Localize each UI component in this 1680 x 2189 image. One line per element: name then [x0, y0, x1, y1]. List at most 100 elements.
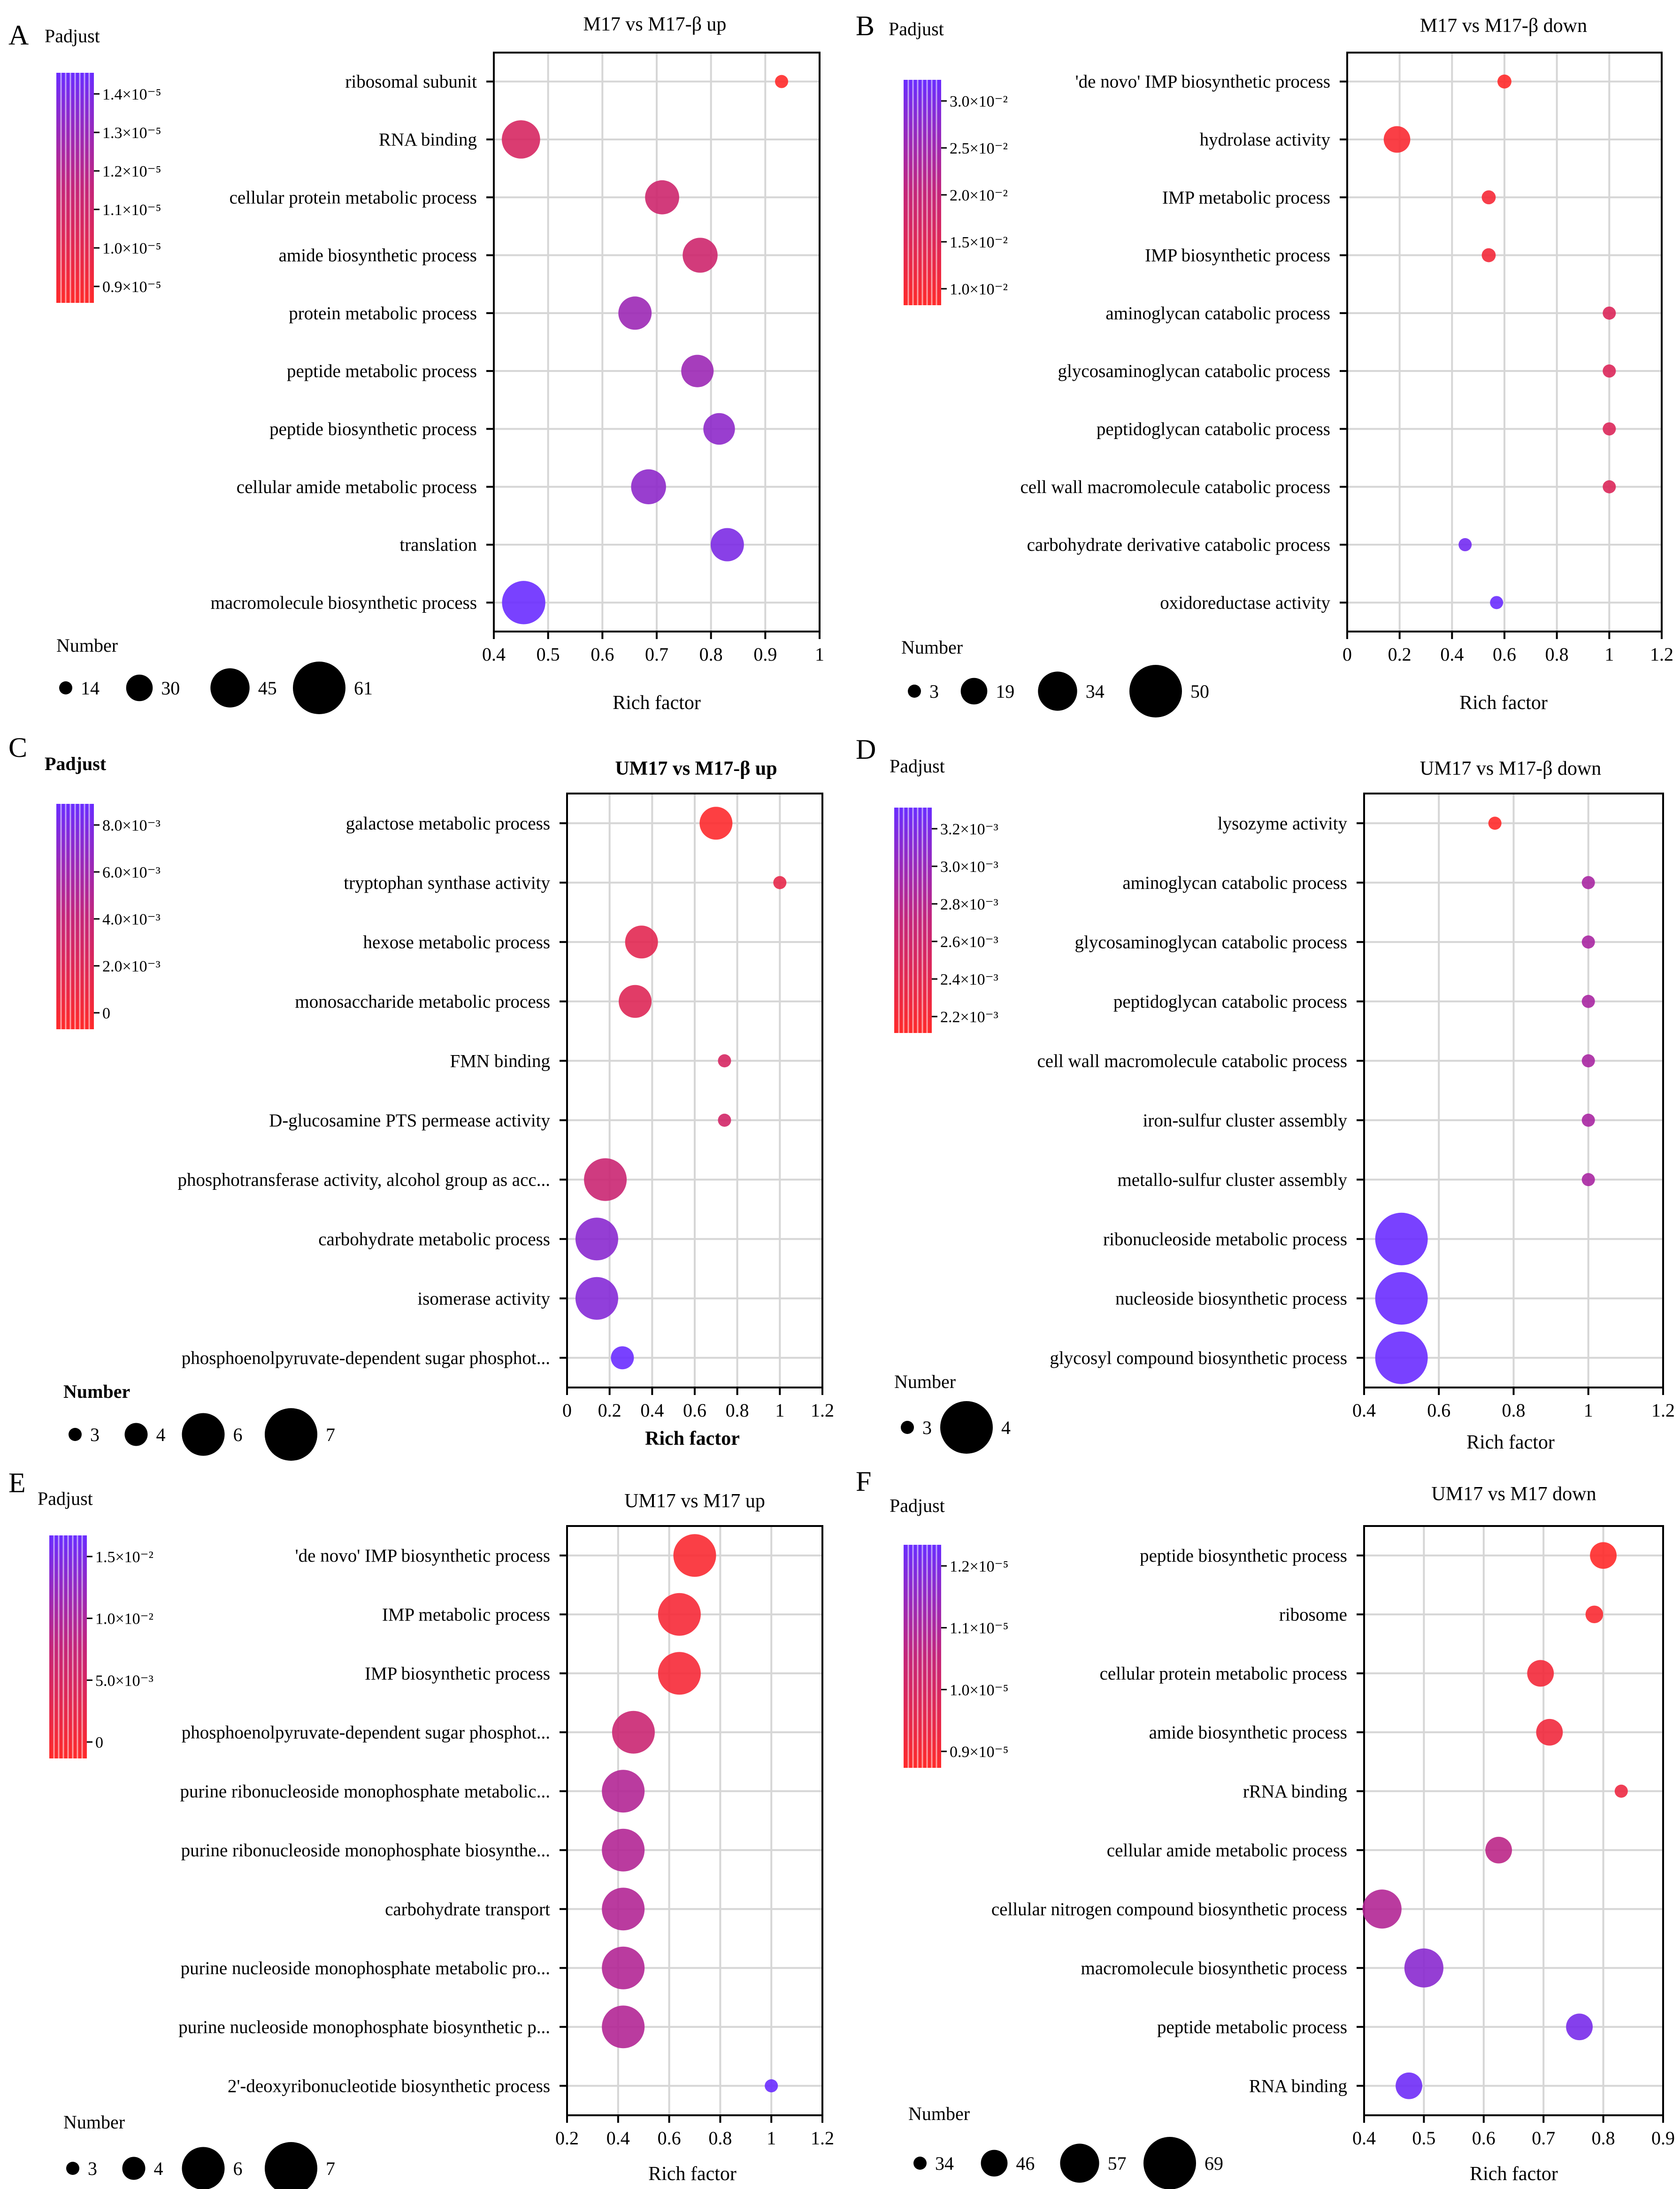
- size-legend-label: 4: [1001, 1417, 1011, 1438]
- category-label: amide biosynthetic process: [279, 246, 477, 266]
- colorbar-tick-label: 0.9×10⁻⁵: [102, 278, 161, 296]
- colorbar: Padjust 1.2×10⁻⁵ 1.1×10⁻⁵ 1.0×10⁻⁵ 0.9×10⁻⁵: [890, 1495, 1008, 1768]
- size-legend-bubble: [293, 662, 345, 714]
- x-tick-label: 0.4: [606, 2127, 630, 2149]
- data-point: [681, 355, 714, 387]
- panel-f: F UM17 vs M17 down 0.4 0.5 0.6 0.7 0.8 0.9 Rich …: [856, 1466, 1675, 2189]
- size-legend-label: 4: [154, 2158, 163, 2179]
- data-point: [631, 469, 666, 504]
- category-label: cellular amide metabolic process: [237, 477, 477, 497]
- x-axis-label: Rich factor: [1466, 1432, 1555, 1453]
- x-tick-label: 0.4: [482, 644, 506, 665]
- colorbar-tick-label: 2.8×10⁻³: [940, 896, 998, 913]
- size-legend-bubble: [182, 2147, 225, 2189]
- size-legend-label: 3: [90, 1424, 100, 1445]
- data-point: [703, 413, 735, 445]
- data-point: [1375, 1212, 1428, 1265]
- category-label: rRNA binding: [1243, 1781, 1347, 1802]
- size-legend-bubble: [59, 681, 72, 694]
- colorbar-tick-label: 1.5×10⁻²: [950, 234, 1008, 251]
- category-label: peptide biosynthetic process: [1140, 1546, 1347, 1566]
- category-label: peptide metabolic process: [287, 361, 477, 381]
- colorbar-tick-label: 2.6×10⁻³: [940, 933, 998, 951]
- x-tick-label: 0.6: [1493, 644, 1516, 665]
- panel-d: D UM17 vs M17-β down 0.4 0.6 0.8 1 1.2 Rich fac…: [856, 734, 1675, 1454]
- data-point: [683, 238, 718, 273]
- data-point: [1585, 1605, 1603, 1624]
- chart-title: M17 vs M17-β down: [1420, 15, 1587, 37]
- category-label: IMP metabolic process: [382, 1604, 550, 1625]
- data-point: [673, 1534, 716, 1577]
- category-label: translation: [399, 535, 477, 555]
- data-point: [1375, 1331, 1428, 1384]
- colorbar-tick-label: 8.0×10⁻³: [102, 817, 161, 834]
- x-tick-label: 0.6: [1427, 1400, 1450, 1421]
- size-legend-label: 34: [935, 2153, 954, 2174]
- data-point: [710, 528, 744, 562]
- x-tick-label: 0.8: [1502, 1400, 1526, 1421]
- size-legend-bubble: [265, 2142, 317, 2189]
- colorbar-tick-label: 1.0×10⁻⁵: [950, 1681, 1008, 1699]
- data-point: [658, 1593, 701, 1636]
- category-label: tryptophan synthase activity: [344, 873, 550, 893]
- panel-label: C: [8, 732, 27, 763]
- category-label: 'de novo' IMP biosynthetic process: [295, 1546, 550, 1566]
- x-axis-label: Rich factor: [1470, 2163, 1558, 2185]
- category-label: protein metabolic process: [289, 303, 477, 324]
- data-point: [584, 1158, 627, 1201]
- x-tick-label: 1.2: [811, 1400, 834, 1421]
- size-legend-bubble: [1129, 665, 1182, 717]
- size-legend: Number 3 4: [894, 1371, 1011, 1454]
- x-tick-label: 0.4: [1440, 644, 1464, 665]
- x-tick-label: 1: [767, 2127, 776, 2149]
- data-point: [502, 120, 540, 159]
- panel-c: C UM17 vs M17-β up 0 0.2 0.4 0.6 0.8 1 1.2 Rich f…: [8, 732, 834, 1461]
- colorbar-tick-label: 4.0×10⁻³: [102, 911, 161, 928]
- x-tick-label: 0.2: [1388, 644, 1412, 665]
- size-legend-bubble: [210, 668, 250, 708]
- size-legend-label: 34: [1086, 681, 1105, 702]
- x-tick-label: 0.4: [640, 1400, 664, 1421]
- category-label: IMP biosynthetic process: [1145, 246, 1330, 266]
- x-tick-label: 0.4: [1352, 2127, 1376, 2149]
- plot-frame: [1363, 1525, 1664, 2116]
- size-legend-label: 57: [1108, 2153, 1127, 2174]
- colorbar-tick-label: 2.0×10⁻²: [950, 187, 1008, 204]
- size-legend-label: 69: [1204, 2153, 1223, 2174]
- size-legend-title: Number: [901, 637, 963, 658]
- size-legend-label: 50: [1190, 681, 1209, 702]
- colorbar-title: Padjust: [889, 18, 944, 39]
- colorbar-title: Padjust: [890, 755, 945, 777]
- data-point: [1536, 1719, 1563, 1746]
- colorbar-tick-label: 1.2×10⁻⁵: [102, 163, 161, 180]
- x-tick-label: 0.8: [726, 1400, 749, 1421]
- x-tick-label: 0.4: [1352, 1400, 1376, 1421]
- data-point: [625, 925, 658, 959]
- category-label: cellular protein metabolic process: [1100, 1664, 1347, 1684]
- data-point: [1581, 876, 1595, 889]
- data-point: [602, 1770, 645, 1813]
- data-point: [773, 876, 787, 889]
- size-legend-bubble: [124, 1423, 148, 1446]
- colorbar: Padjust 8.0×10⁻³ 6.0×10⁻³ 4.0×10⁻³ 2.0×10⁻³ 0: [45, 753, 161, 1029]
- data-point: [1404, 1948, 1443, 1988]
- size-legend-bubble: [1143, 2137, 1196, 2189]
- colorbar-tick-label: 0.9×10⁻⁵: [950, 1743, 1008, 1761]
- category-label: amide biosynthetic process: [1149, 1722, 1347, 1742]
- colorbar-tick-label: 6.0×10⁻³: [102, 864, 161, 881]
- size-legend: Number 3 4 6 7: [63, 2112, 335, 2189]
- colorbar-title: Padjust: [890, 1495, 945, 1516]
- category-label: lysozyme activity: [1218, 813, 1348, 833]
- colorbar-tick-label: 0: [102, 1005, 110, 1022]
- category-label: ribonucleoside metabolic process: [1103, 1229, 1347, 1249]
- x-axis-label: Rich factor: [1459, 692, 1548, 714]
- data-point: [1362, 1889, 1402, 1929]
- category-label: peptidoglycan catabolic process: [1113, 992, 1347, 1012]
- x-tick-label: 0.9: [1651, 2127, 1675, 2149]
- colorbar-tick-label: 2.4×10⁻³: [940, 971, 998, 988]
- data-point: [1458, 538, 1472, 552]
- size-legend-title: Number: [56, 635, 118, 656]
- data-point: [1581, 1054, 1595, 1068]
- category-label: carbohydrate transport: [385, 1899, 550, 1919]
- data-point: [1490, 596, 1504, 609]
